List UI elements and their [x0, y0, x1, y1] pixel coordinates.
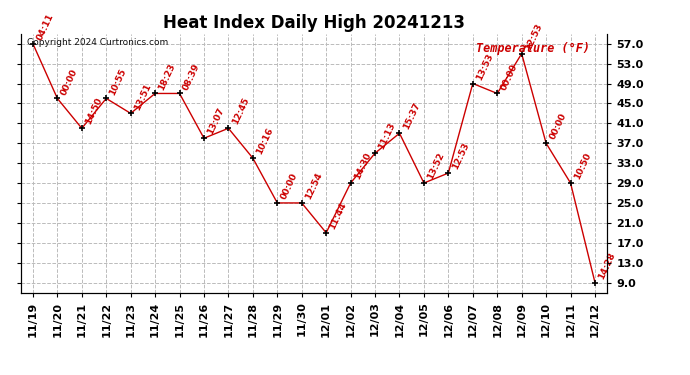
Text: 15:37: 15:37	[402, 101, 422, 131]
Text: 00:00: 00:00	[499, 62, 520, 92]
Text: 10:16: 10:16	[255, 126, 275, 156]
Text: Copyright 2024 Curtronics.com: Copyright 2024 Curtronics.com	[26, 38, 168, 46]
Text: 00:00: 00:00	[59, 67, 79, 96]
Text: 04:11: 04:11	[35, 12, 55, 42]
Text: 13:51: 13:51	[132, 82, 153, 111]
Text: 14:30: 14:30	[353, 151, 373, 181]
Text: 13:53: 13:53	[475, 52, 495, 81]
Text: 14:28: 14:28	[597, 251, 618, 280]
Text: 13:07: 13:07	[206, 106, 226, 136]
Text: 00:00: 00:00	[279, 172, 299, 201]
Text: Temperature (°F): Temperature (°F)	[475, 42, 589, 54]
Text: 13:52: 13:52	[426, 151, 446, 181]
Text: 12:45: 12:45	[230, 96, 250, 126]
Title: Heat Index Daily High 20241213: Heat Index Daily High 20241213	[163, 14, 465, 32]
Text: 10:50: 10:50	[573, 152, 593, 181]
Text: 12:53: 12:53	[451, 141, 471, 171]
Text: 12:53: 12:53	[524, 22, 544, 52]
Text: 00:00: 00:00	[548, 112, 568, 141]
Text: 14:50: 14:50	[83, 96, 104, 126]
Text: 10:55: 10:55	[108, 67, 128, 96]
Text: 12:54: 12:54	[304, 171, 324, 201]
Text: 11:44: 11:44	[328, 201, 348, 231]
Text: 18:23: 18:23	[157, 62, 177, 92]
Text: 11:13: 11:13	[377, 122, 397, 151]
Text: 08:39: 08:39	[181, 62, 201, 92]
